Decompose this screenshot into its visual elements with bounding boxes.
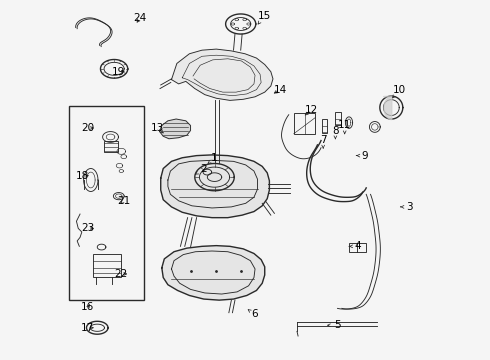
Text: 21: 21 (117, 196, 130, 206)
Text: 13: 13 (150, 123, 164, 133)
Text: 20: 20 (81, 123, 95, 133)
Text: 16: 16 (81, 302, 95, 312)
Bar (322, 119, 327, 133)
Text: 14: 14 (273, 85, 287, 95)
Text: 22: 22 (115, 269, 128, 279)
Polygon shape (161, 155, 270, 218)
Text: 4: 4 (349, 241, 361, 251)
Text: 9: 9 (356, 150, 368, 161)
Text: 6: 6 (248, 310, 258, 319)
Text: 11: 11 (338, 121, 351, 134)
Text: 12: 12 (305, 105, 318, 115)
Text: 24: 24 (134, 13, 147, 23)
Text: 7: 7 (320, 135, 326, 148)
Text: 1: 1 (208, 153, 218, 163)
Text: 2: 2 (195, 164, 207, 174)
Bar (294, 113, 315, 134)
Bar (335, 112, 341, 126)
Bar (93, 253, 122, 277)
Text: 17: 17 (81, 323, 95, 333)
Polygon shape (172, 49, 273, 100)
Polygon shape (160, 119, 191, 139)
Text: 15: 15 (258, 11, 271, 24)
Text: 18: 18 (76, 171, 90, 181)
Bar (69, 107, 144, 300)
Text: 5: 5 (328, 320, 341, 330)
Bar (104, 141, 118, 152)
Text: 3: 3 (400, 202, 413, 212)
Text: 8: 8 (332, 126, 339, 139)
Text: 19: 19 (112, 67, 125, 77)
Bar (349, 243, 366, 252)
Polygon shape (162, 246, 265, 300)
Text: 10: 10 (392, 85, 406, 98)
Text: 23: 23 (81, 224, 95, 233)
